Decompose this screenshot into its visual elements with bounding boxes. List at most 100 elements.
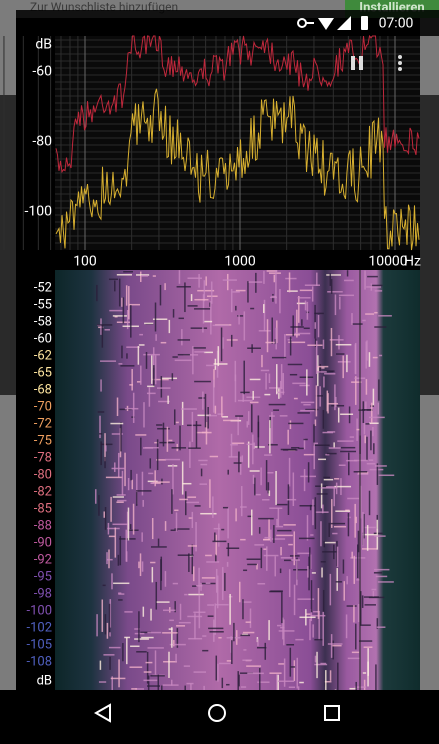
spectrogram-streak <box>271 356 287 359</box>
spectrogram-streak <box>288 272 291 293</box>
spectrogram-streak <box>124 611 133 613</box>
spectrogram-streak <box>183 665 191 667</box>
spectrogram-streak <box>202 635 207 637</box>
spectrogram-streak <box>210 300 212 335</box>
spectrogram-streak <box>156 601 170 603</box>
spectrogram-streak <box>178 317 184 320</box>
spectrogram-streak <box>345 614 348 639</box>
spectrogram-streak <box>275 525 284 528</box>
scale-label: -75 <box>34 433 52 448</box>
spectrogram-streak <box>263 554 279 557</box>
spectrogram-streak <box>121 345 123 359</box>
spectrogram-streak <box>191 511 194 528</box>
spectrogram-streak <box>369 468 384 471</box>
spectrogram-streak <box>227 542 230 557</box>
spectrogram-streak <box>234 374 237 403</box>
spectrogram-streak <box>154 470 156 487</box>
spectrogram-streak <box>124 452 126 487</box>
spectrogram-streak <box>262 499 270 501</box>
spectrogram-streak <box>238 451 240 473</box>
spectrogram-streak <box>230 443 238 446</box>
spectrogram-streak <box>347 512 350 537</box>
spectrogram-streak <box>289 647 292 677</box>
spectrogram-streak <box>123 271 133 273</box>
spectrogram-streak <box>126 310 129 330</box>
spectrogram-streak <box>209 479 211 508</box>
spectrogram-streak <box>164 458 181 461</box>
spectrogram-streak <box>276 503 288 506</box>
spectrogram-streak <box>157 674 160 690</box>
menu-button[interactable] <box>398 55 402 71</box>
spectrogram-streak <box>255 272 257 293</box>
nav-home[interactable] <box>208 704 226 722</box>
spectrogram-streak <box>198 397 205 399</box>
spectrogram-streak <box>125 529 128 562</box>
spectrogram-streak <box>312 624 314 638</box>
spectrogram-streak <box>271 295 277 298</box>
spectrogram-streak <box>306 515 309 541</box>
spectrogram-streak <box>328 522 330 538</box>
nav-back[interactable] <box>93 703 111 723</box>
spectrogram-streak <box>365 313 375 315</box>
spectrogram-streak <box>215 655 218 681</box>
spectrogram-streak <box>159 284 162 306</box>
spectrogram-streak <box>147 631 162 634</box>
spectrogram-streak <box>168 628 173 630</box>
spectrogram-streak <box>363 513 365 539</box>
spectrogram-streak <box>223 419 240 422</box>
spectrogram-streak <box>295 638 304 641</box>
spectrogram-streak <box>129 666 143 668</box>
spectrogram-streak <box>239 506 247 508</box>
spectrogram-streak <box>205 554 212 557</box>
spectrogram-streak <box>309 554 312 569</box>
spectrogram-streak <box>181 408 197 410</box>
spectrogram-streak <box>333 525 347 528</box>
spectrogram-streak <box>171 447 187 449</box>
spectrogram-streak <box>327 643 343 645</box>
spectrogram-streak <box>335 510 351 512</box>
spectrogram-streak <box>163 660 177 663</box>
spectrogram-streak <box>147 675 150 699</box>
spectrogram-streak <box>200 468 203 477</box>
spectrogram-streak <box>276 518 278 526</box>
spectrogram-streak <box>347 657 361 660</box>
spectrogram-streak <box>173 409 176 425</box>
spectrogram-streak <box>304 300 307 311</box>
spectrogram-streak <box>369 422 379 425</box>
spectrogram-streak <box>344 279 354 282</box>
spectrogram-streak <box>325 670 327 691</box>
spectrogram-streak <box>268 490 271 497</box>
spectrogram-streak <box>271 411 273 444</box>
spectrogram-streak <box>253 446 265 448</box>
spectrogram-streak <box>203 351 213 354</box>
spectrogram-streak <box>104 329 110 331</box>
spectrogram-streak <box>354 503 356 538</box>
spectrogram-streak <box>108 549 110 569</box>
spectrogram-streak <box>361 548 377 550</box>
spectrogram-streak <box>164 571 167 587</box>
pause-button[interactable] <box>351 56 363 70</box>
spectrogram-streak <box>195 521 197 552</box>
spectrogram-streak <box>357 472 369 474</box>
spectrogram-streak <box>292 315 294 337</box>
spectrogram-streak <box>353 605 355 623</box>
spectrogram-streak <box>226 660 232 662</box>
spectrogram-streak <box>314 312 324 315</box>
spectrogram-streak <box>264 642 267 660</box>
nav-recents[interactable] <box>324 705 340 721</box>
spectrogram-streak <box>322 551 339 553</box>
spectrogram-streak <box>282 449 298 451</box>
spectrogram-streak <box>108 603 111 638</box>
scale-label: -62 <box>34 348 52 363</box>
spectrogram-streak <box>299 384 310 387</box>
spectrogram-streak <box>130 645 140 648</box>
spectrum-x-unit: Hz <box>404 254 421 270</box>
spectrogram-streak <box>147 385 155 388</box>
spectrogram-streak <box>160 376 163 398</box>
spectrogram-streak <box>189 441 191 468</box>
spectrogram-streak <box>288 457 291 487</box>
spectrogram-streak <box>147 480 158 483</box>
spectrogram-streak <box>224 572 226 591</box>
spectrogram-streak <box>216 575 219 609</box>
